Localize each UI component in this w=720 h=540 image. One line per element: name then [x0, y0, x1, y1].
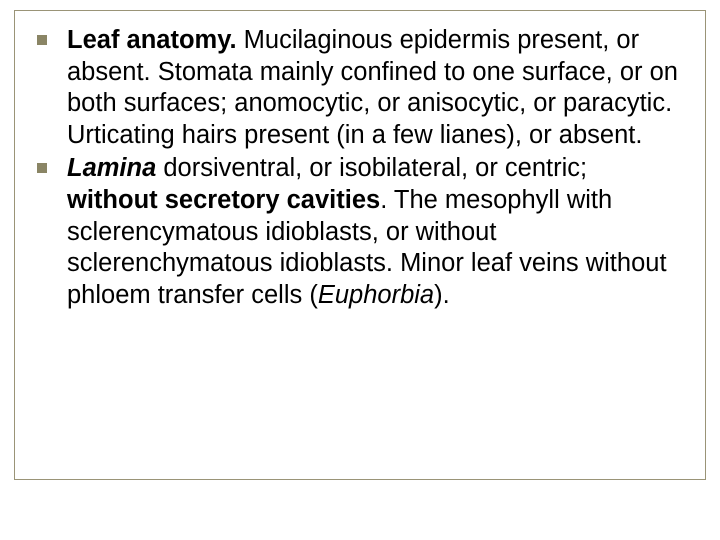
text-run: Leaf anatomy. — [67, 26, 237, 54]
text-run: ). — [434, 281, 450, 309]
text-run: Euphorbia — [318, 281, 434, 309]
text-run: dorsiventral, or isobilateral, or centri… — [156, 154, 587, 182]
slide: Leaf anatomy. Mucilaginous epidermis pre… — [0, 0, 720, 540]
bullet-item-1: Lamina dorsiventral, or isobilateral, or… — [33, 153, 683, 311]
bullet-list: Leaf anatomy. Mucilaginous epidermis pre… — [33, 25, 683, 311]
square-bullet-icon — [37, 35, 47, 45]
text-run: without secretory cavities — [67, 186, 380, 214]
bullet-item-0: Leaf anatomy. Mucilaginous epidermis pre… — [33, 25, 683, 151]
content-frame: Leaf anatomy. Mucilaginous epidermis pre… — [14, 10, 706, 480]
square-bullet-icon — [37, 163, 47, 173]
text-run: Lamina — [67, 154, 156, 182]
